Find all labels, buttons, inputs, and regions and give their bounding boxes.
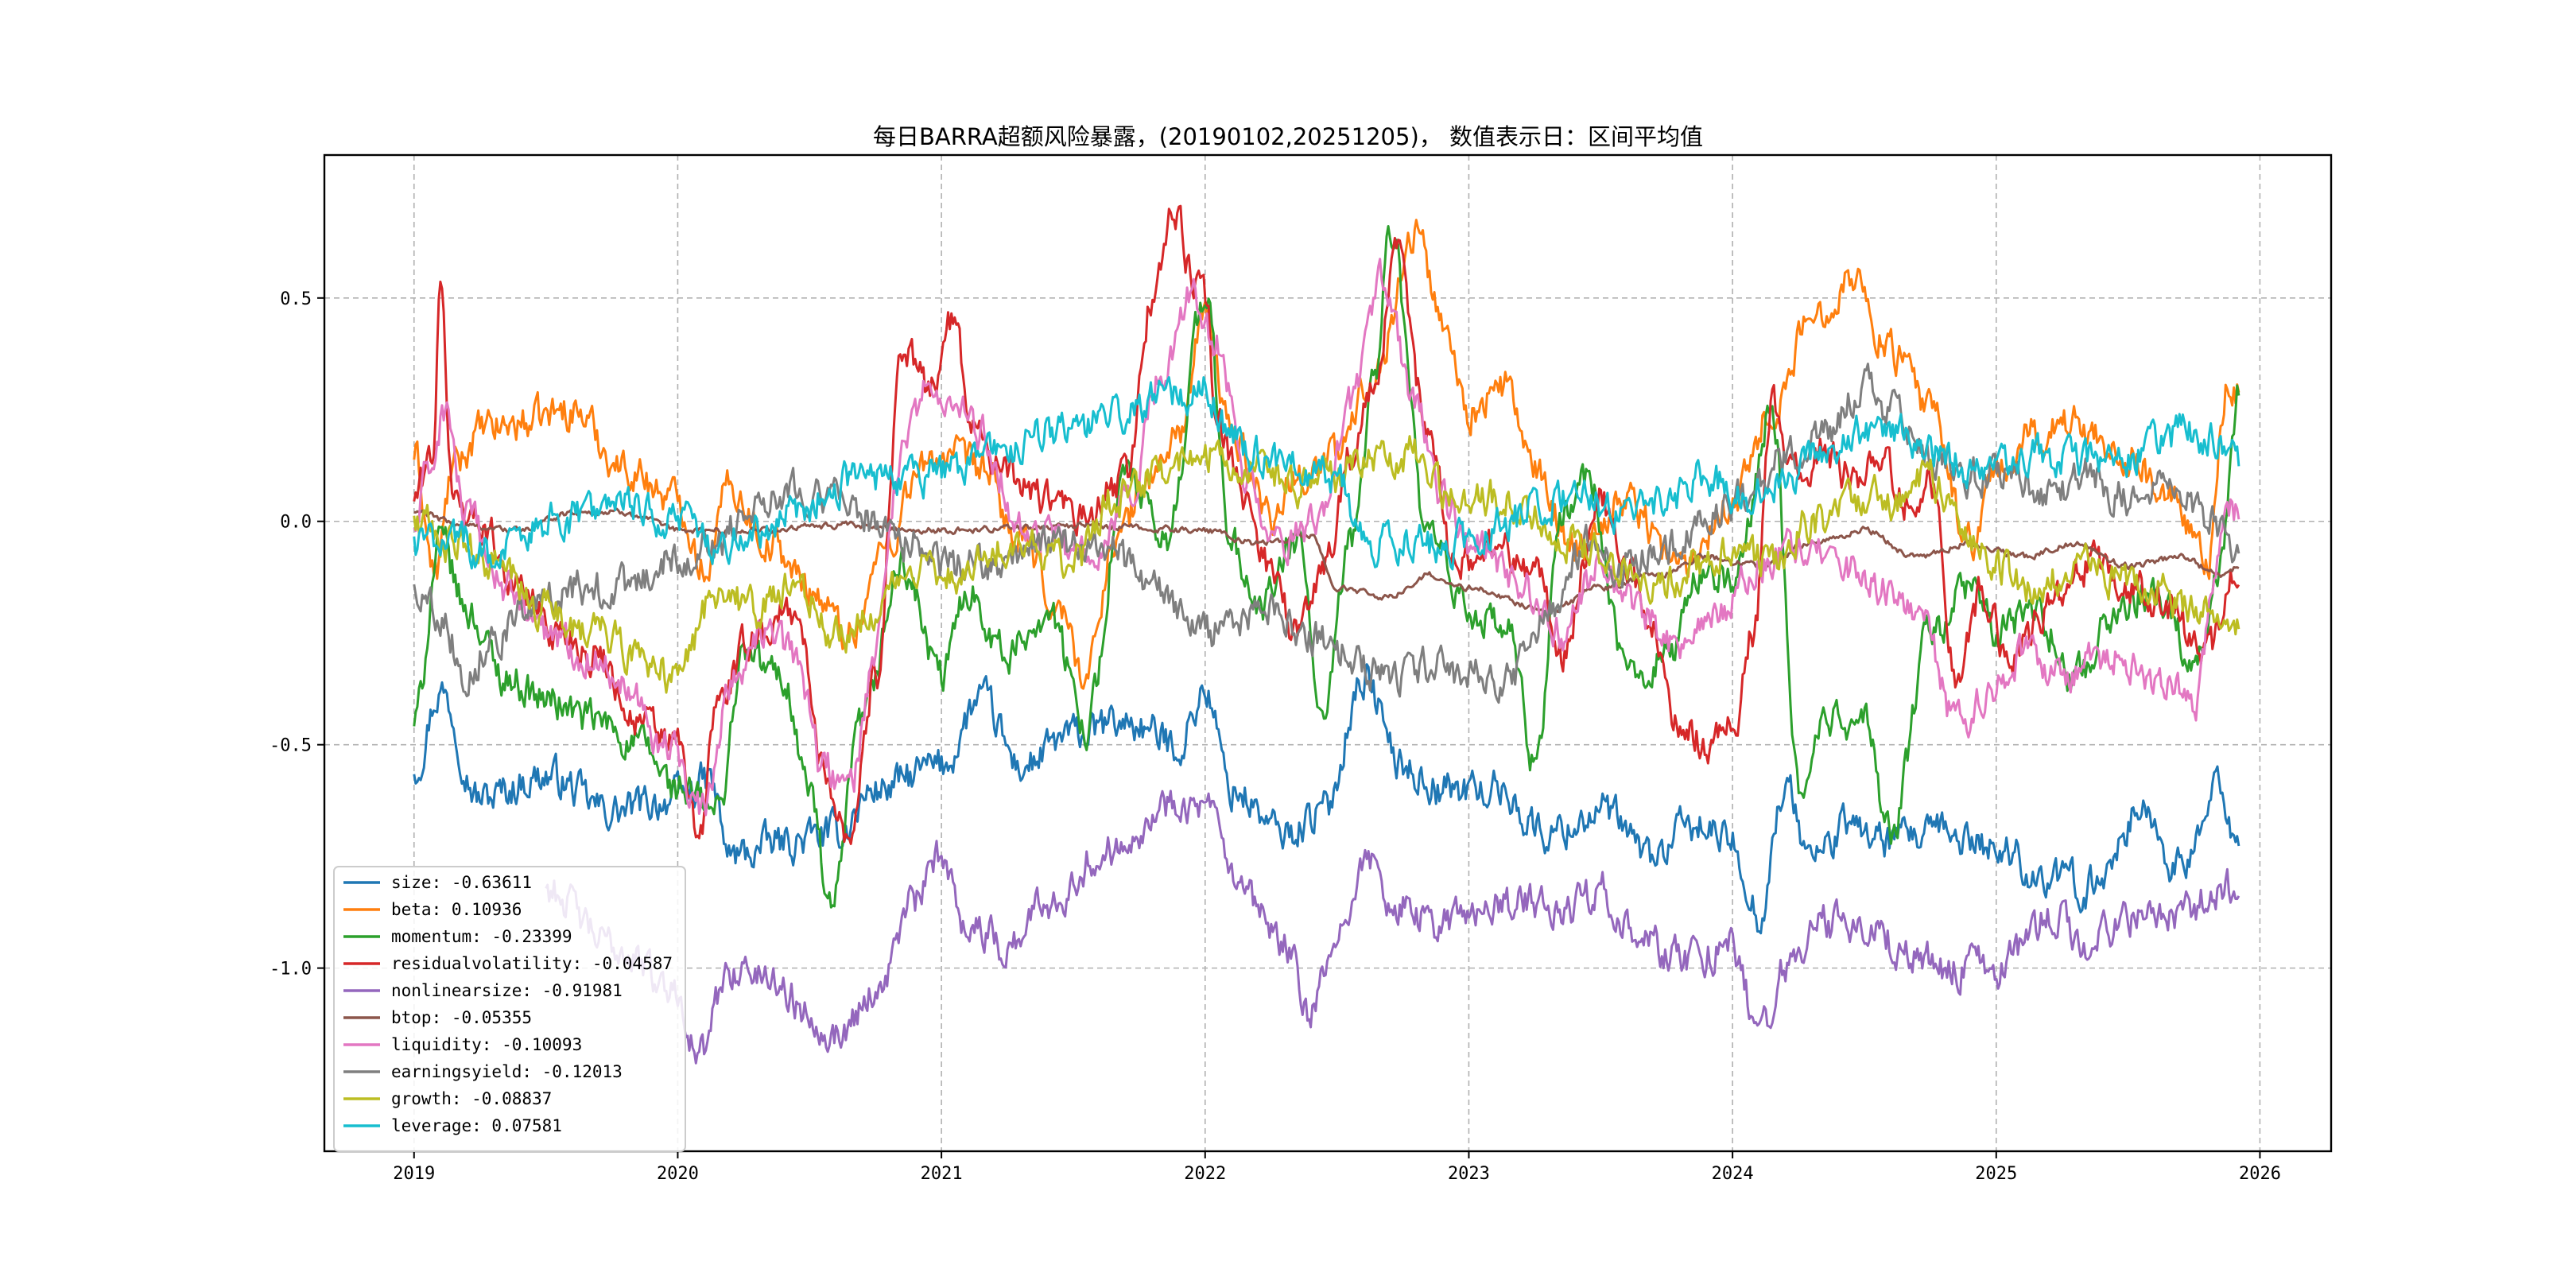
legend-label-nonlinearsize: nonlinearsize: -0.91981	[391, 981, 623, 1000]
x-tick-label-2024: 2024	[1712, 1164, 1754, 1184]
legend-label-momentum: momentum: -0.23399	[391, 927, 572, 946]
plot-frame	[323, 153, 2333, 1153]
legend-label-liquidity: liquidity: -0.10093	[391, 1035, 582, 1054]
series-line-nonlinearsize	[545, 789, 2240, 1065]
x-tick-label-2026: 2026	[2239, 1164, 2281, 1184]
y-tick-label-0.0: 0.0	[280, 513, 312, 533]
axis-ticks: 2019 2020 2021 2022 2023 2024 2025 2026 0.5 0.0 -0…	[270, 289, 2281, 1184]
legend-label-leverage: leverage: 0.07581	[391, 1116, 562, 1135]
y-tick-label--0.5: -0.5	[270, 736, 312, 756]
x-tick-label-2023: 2023	[1448, 1164, 1490, 1184]
legend-label-size: size: -0.63611	[391, 873, 532, 892]
legend-label-btop: btop: -0.05355	[391, 1008, 532, 1027]
series-line-liquidity	[413, 258, 2240, 817]
x-tick-label-2019: 2019	[393, 1164, 435, 1184]
series-line-btop	[413, 507, 2240, 615]
series-line-growth	[413, 435, 2240, 694]
legend-label-growth: growth: -0.08837	[391, 1089, 552, 1108]
series-line-momentum	[413, 225, 2240, 909]
x-tick-label-2025: 2025	[1975, 1164, 2017, 1184]
y-tick-label--1.0: -1.0	[270, 960, 312, 980]
series-lines	[413, 204, 2240, 1065]
legend-label-earningsyield: earningsyield: -0.12013	[391, 1062, 623, 1081]
y-tick-label-0.5: 0.5	[280, 289, 312, 309]
legend-box	[333, 866, 686, 1152]
x-tick-label-2022: 2022	[1184, 1164, 1226, 1184]
x-tick-label-2020: 2020	[657, 1164, 699, 1184]
legend: size: -0.63611 beta: 0.10936 momentum: -0.…	[333, 866, 686, 1152]
chart-title: 每日BARRA超额风险暴露，(20190102,20251205)， 数值表示日…	[873, 123, 1703, 150]
series-line-earningsyield	[413, 363, 2240, 704]
legend-label-beta: beta: 0.10936	[391, 900, 522, 919]
x-tick-label-2021: 2021	[921, 1164, 963, 1184]
legend-label-residualvolatility: residualvolatility: -0.04587	[391, 954, 673, 973]
series-line-leverage	[413, 376, 2240, 571]
